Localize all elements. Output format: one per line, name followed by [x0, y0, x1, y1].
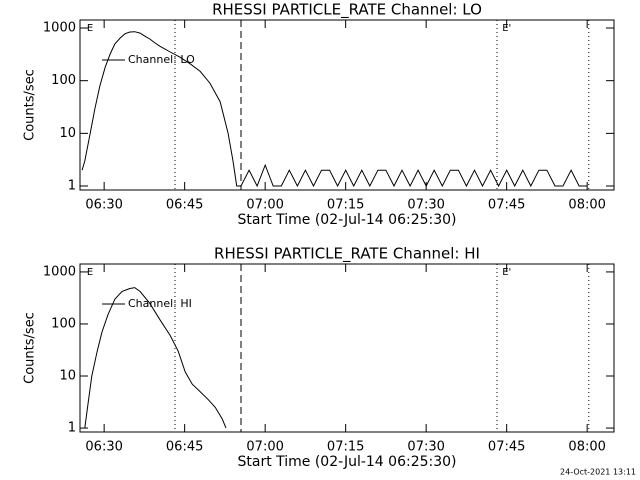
x-tick-label: 06:30	[85, 440, 122, 455]
y-tick-label: 100	[51, 73, 76, 88]
annotation: E	[87, 267, 93, 278]
x-tick-label: 06:30	[85, 198, 122, 213]
x-tick-label: 07:15	[327, 440, 364, 455]
y-axis-label: Counts/sec	[23, 312, 38, 384]
x-tick-label: 08:00	[568, 198, 605, 213]
x-tick-label: 07:45	[488, 198, 525, 213]
plot-frame	[79, 263, 615, 433]
x-tick-label: 07:30	[407, 440, 444, 455]
y-tick-label: 10	[59, 369, 76, 384]
y-tick-label: 100	[51, 316, 76, 331]
y-tick-label: 1000	[43, 264, 76, 279]
x-tick-label: 07:30	[407, 198, 444, 213]
chart-title: RHESSI PARTICLE_RATE Channel: HI	[214, 245, 480, 264]
x-tick-label: 06:45	[166, 198, 203, 213]
x-tick-label: 07:15	[327, 198, 364, 213]
legend-label: Channel: LO	[128, 53, 195, 66]
y-tick-label: 1	[68, 179, 76, 194]
annotation: E'	[502, 267, 511, 278]
footer: 24-Oct-2021 13:11	[560, 468, 636, 477]
x-tick-label: 08:00	[568, 440, 605, 455]
legend-label: Channel: HI	[128, 297, 192, 310]
y-axis-label: Counts/sec	[23, 69, 38, 141]
data-line	[81, 31, 588, 188]
x-tick-label: 07:45	[488, 440, 525, 455]
data-line	[84, 287, 227, 429]
annotation: E	[87, 23, 93, 34]
chart-title: RHESSI PARTICLE_RATE Channel: LO	[212, 1, 482, 20]
y-tick-label: 1000	[43, 21, 76, 36]
x-tick-label: 06:45	[166, 440, 203, 455]
x-axis-label: Start Time (02-Jul-14 06:25:30)	[237, 212, 456, 228]
x-tick-label: 07:00	[246, 198, 283, 213]
x-tick-label: 07:00	[246, 440, 283, 455]
annotation: E'	[502, 23, 511, 34]
y-tick-label: 1	[68, 421, 76, 436]
x-axis-label: Start Time (02-Jul-14 06:25:30)	[237, 454, 456, 470]
y-tick-label: 10	[59, 126, 76, 141]
plot-frame	[79, 19, 615, 191]
